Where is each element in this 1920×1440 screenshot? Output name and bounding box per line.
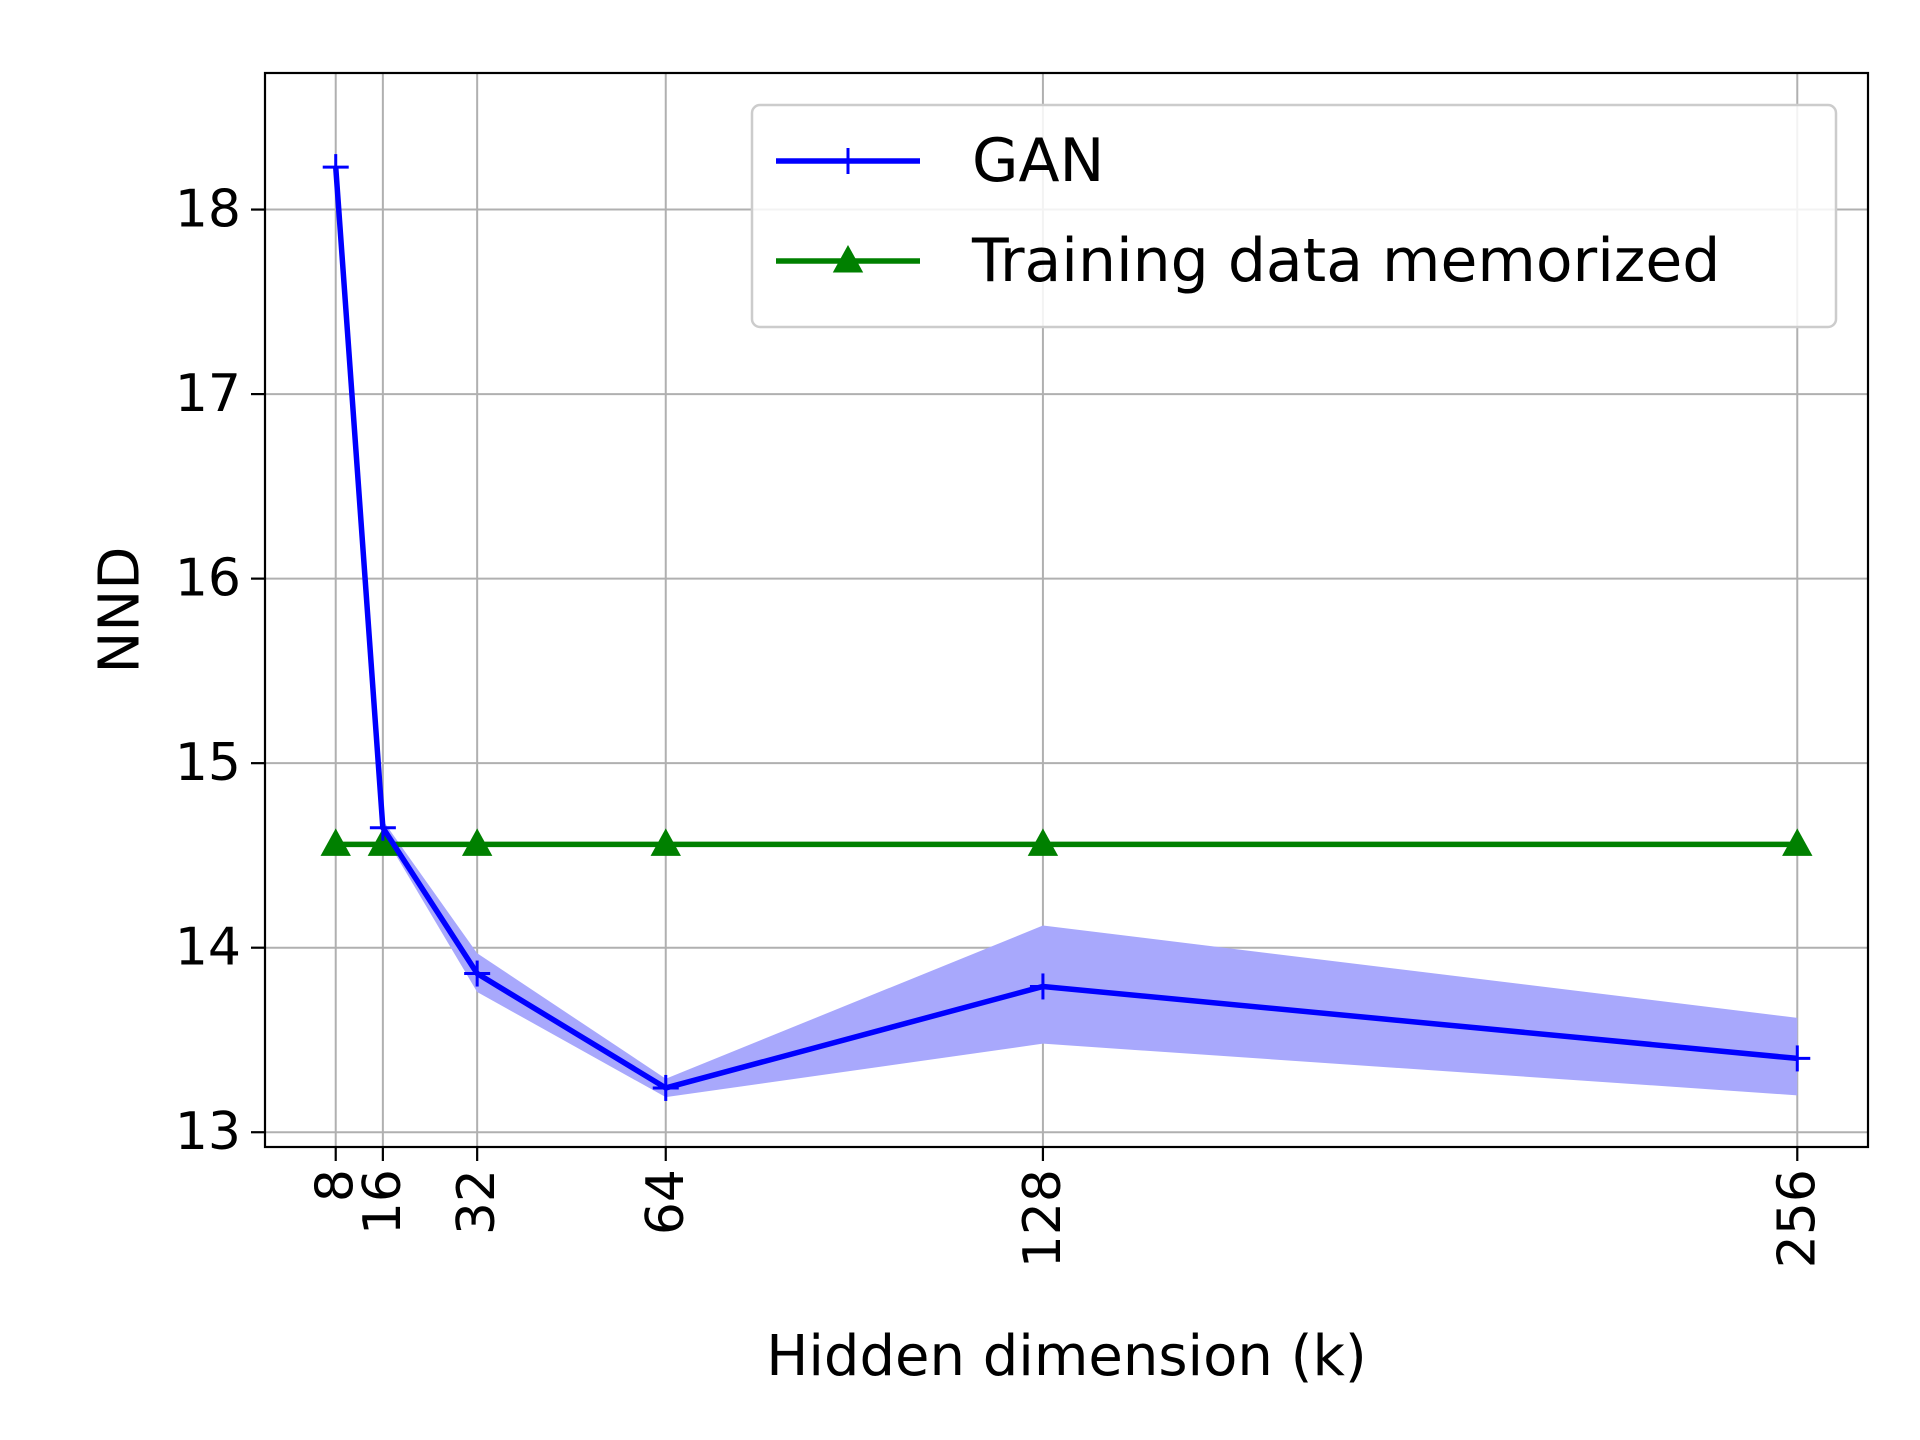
data-point bbox=[320, 828, 351, 856]
series-lines bbox=[320, 154, 1813, 1101]
x-tick-label: 8 bbox=[306, 1169, 366, 1202]
confidence-bands bbox=[335, 167, 1798, 1098]
x-tick-label: 16 bbox=[353, 1169, 413, 1235]
data-point bbox=[461, 828, 493, 856]
y-axis-label: NND bbox=[88, 547, 153, 674]
data-point bbox=[835, 148, 861, 174]
data-point bbox=[464, 960, 491, 987]
y-tick-label: 13 bbox=[175, 1102, 241, 1162]
x-tick-label: 64 bbox=[636, 1169, 696, 1235]
x-tick-label: 256 bbox=[1767, 1169, 1827, 1268]
data-point bbox=[1029, 973, 1056, 1000]
x-tick-label: 32 bbox=[447, 1169, 507, 1235]
data-point bbox=[1782, 828, 1813, 856]
legend-label: GAN bbox=[972, 126, 1104, 196]
legend-box bbox=[750, 103, 1838, 329]
plot-frame bbox=[263, 71, 1870, 1149]
legend: GAN Training data memorized bbox=[750, 103, 1838, 329]
confidence-band bbox=[335, 167, 1798, 1098]
series-line bbox=[332, 166, 1798, 1091]
legend-item: GAN bbox=[776, 126, 1104, 196]
y-tick-label: 15 bbox=[175, 733, 241, 793]
data-point bbox=[1027, 828, 1059, 856]
y-tick-label: 17 bbox=[175, 364, 241, 424]
y-tick-label: 16 bbox=[175, 549, 241, 609]
data-point bbox=[832, 245, 864, 273]
x-tick-label: 128 bbox=[1013, 1169, 1073, 1268]
y-tick-label: 18 bbox=[175, 180, 241, 240]
data-point bbox=[652, 1074, 679, 1101]
y-tick-label: 14 bbox=[175, 918, 241, 978]
x-axis-label: Hidden dimension (k) bbox=[766, 1324, 1367, 1389]
data-point bbox=[367, 828, 399, 856]
data-point bbox=[322, 154, 349, 181]
data-point bbox=[650, 828, 681, 856]
legend-label: Training data memorized bbox=[971, 226, 1720, 296]
legend-item: Training data memorized bbox=[776, 226, 1720, 296]
data-point bbox=[1784, 1045, 1811, 1072]
data-point bbox=[369, 814, 396, 841]
